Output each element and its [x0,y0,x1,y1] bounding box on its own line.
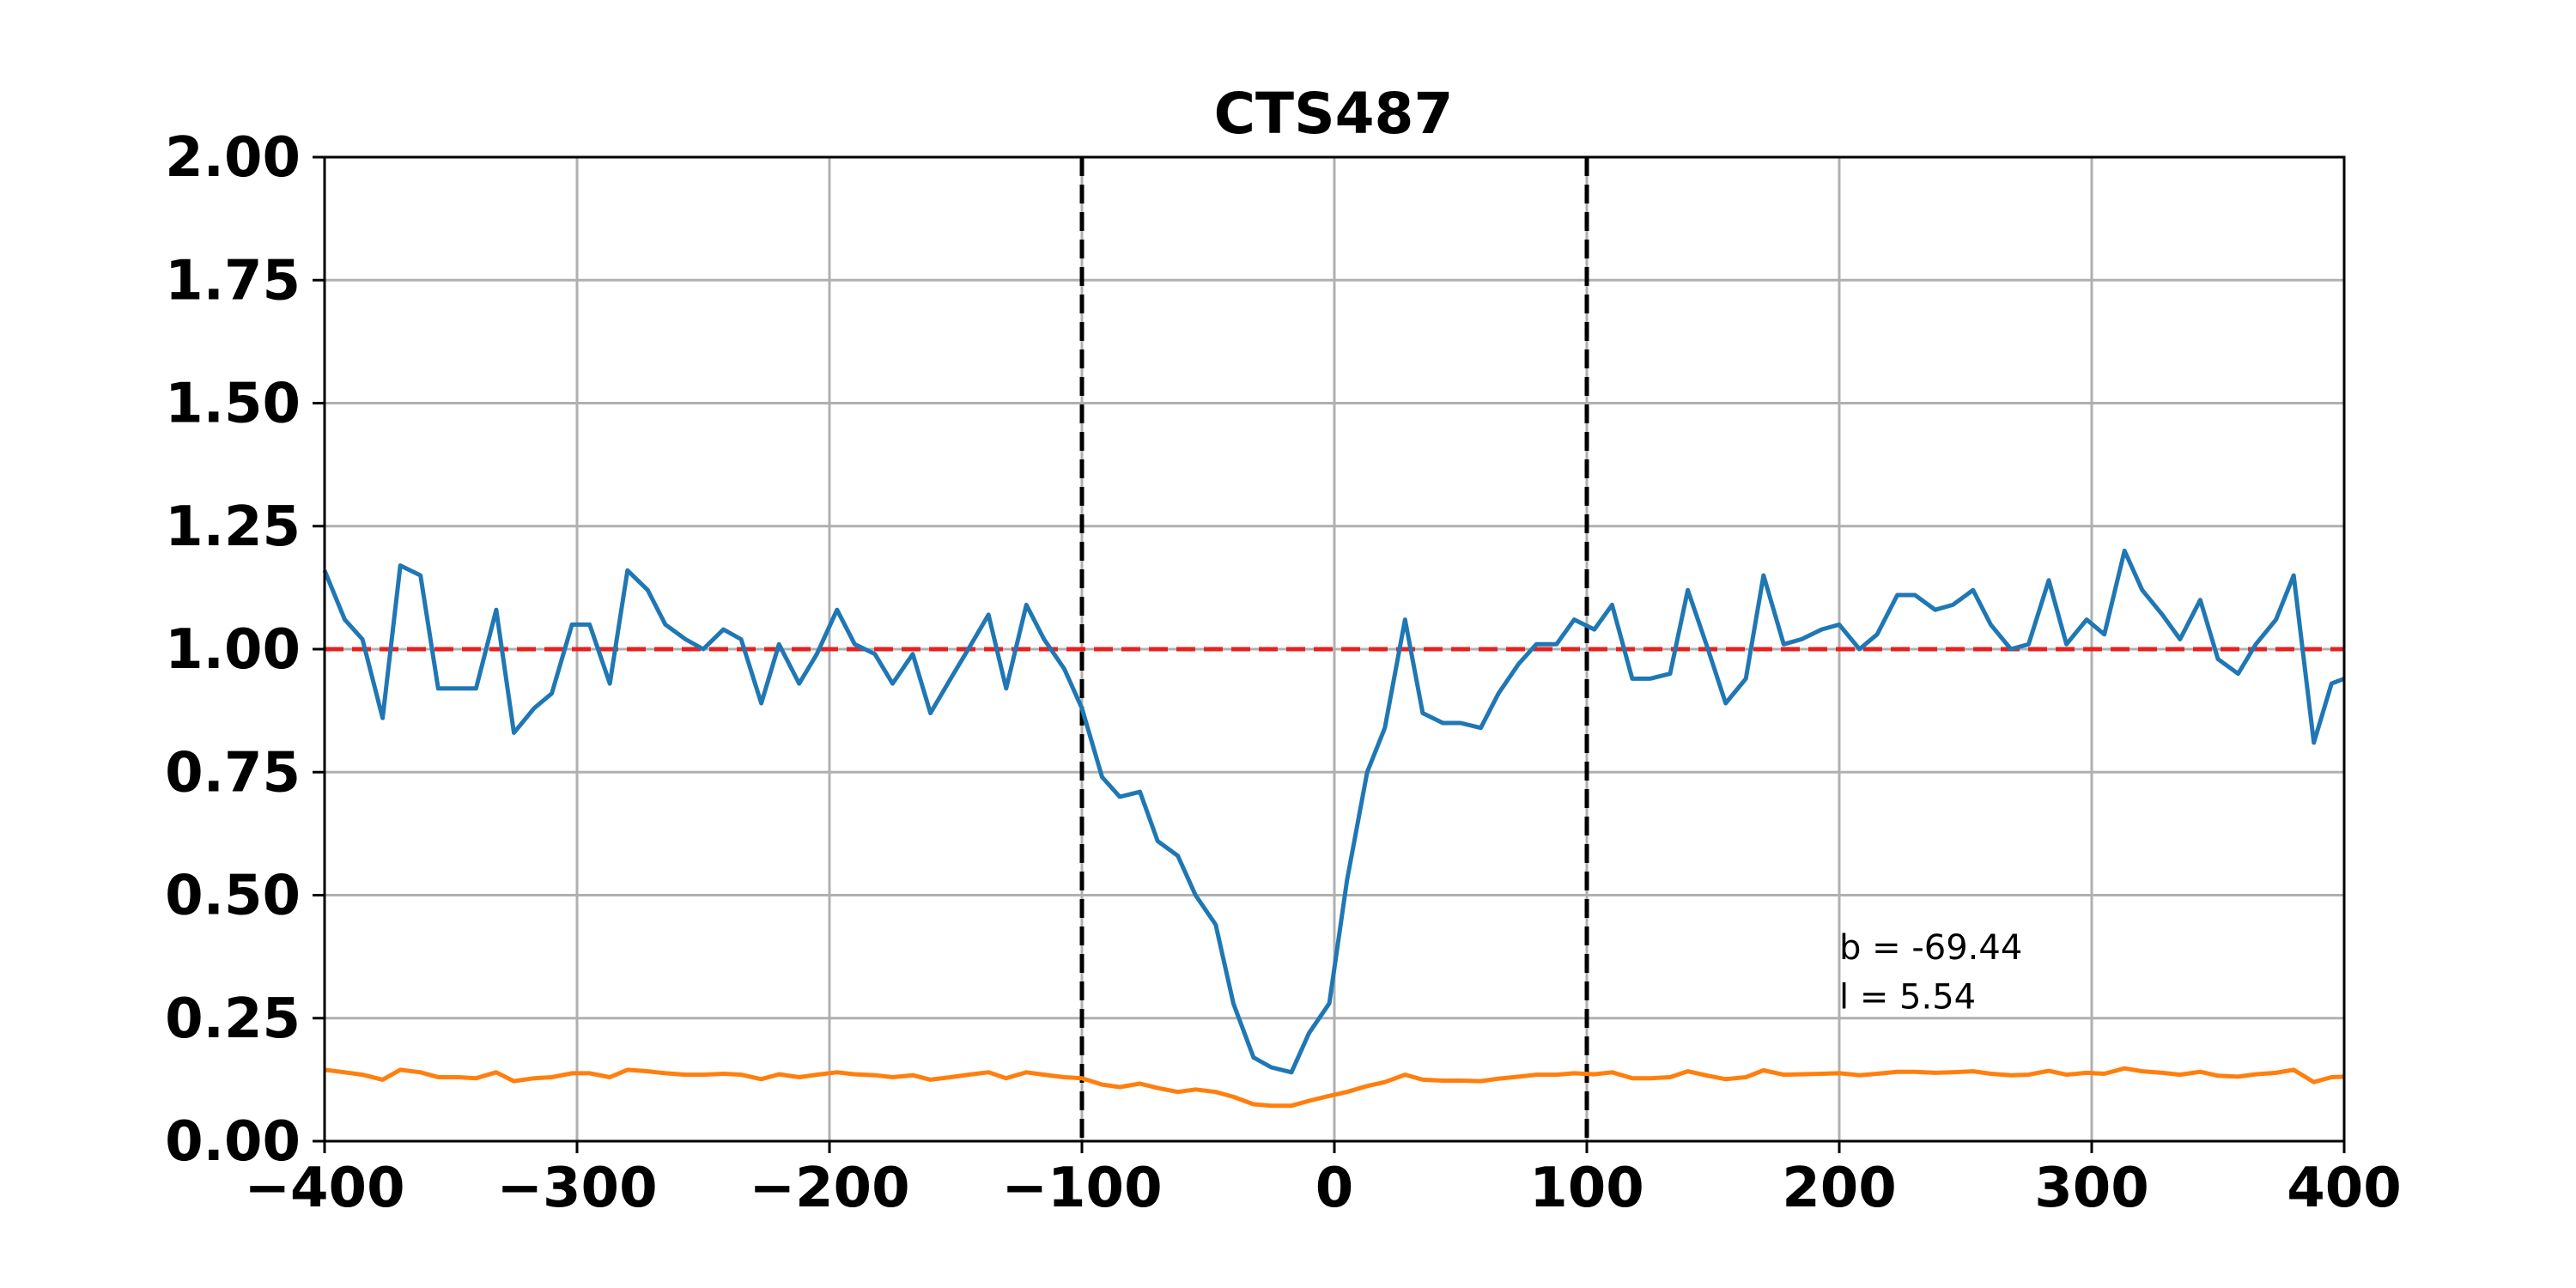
y-tick-label: 1.50 [165,373,301,436]
y-tick-label: 1.75 [165,249,301,313]
axis-ticks: −400 −300 −200 −100 0 100 200 300 400 0.00 0.25 0.5… [165,126,2402,1220]
reference-lines [325,157,2344,1141]
series-line-2 [324,1066,2345,1109]
y-tick-label: 0.25 [165,987,301,1051]
y-tick-label: 0.50 [165,865,301,928]
x-tick-label: 0 [1315,1157,1354,1220]
x-tick-label: −200 [749,1157,909,1220]
series-line-1 [322,548,2345,1075]
x-tick-label: −300 [496,1157,657,1220]
y-tick-label: 1.25 [165,495,301,559]
chart-title: CTS487 [1214,81,1454,147]
x-tick-label: 200 [1782,1157,1897,1220]
x-tick-label: 400 [2287,1157,2402,1220]
y-tick-label: 1.00 [165,618,301,682]
x-tick-label: −400 [244,1157,404,1220]
y-tick-label: 0.00 [165,1110,301,1174]
x-tick-label: 100 [1529,1157,1644,1220]
series-group [322,548,2345,1109]
y-tick-label: 0.75 [165,741,301,805]
x-tick-label: −100 [1001,1157,1162,1220]
annotations: b = -69.44 l = 5.54 [1839,928,2022,1017]
annotation-text: b = -69.44 [1839,928,2022,968]
x-tick-label: 300 [2034,1157,2149,1220]
y-tick-label: 2.00 [165,126,301,190]
annotation-text: l = 5.54 [1839,977,1976,1017]
